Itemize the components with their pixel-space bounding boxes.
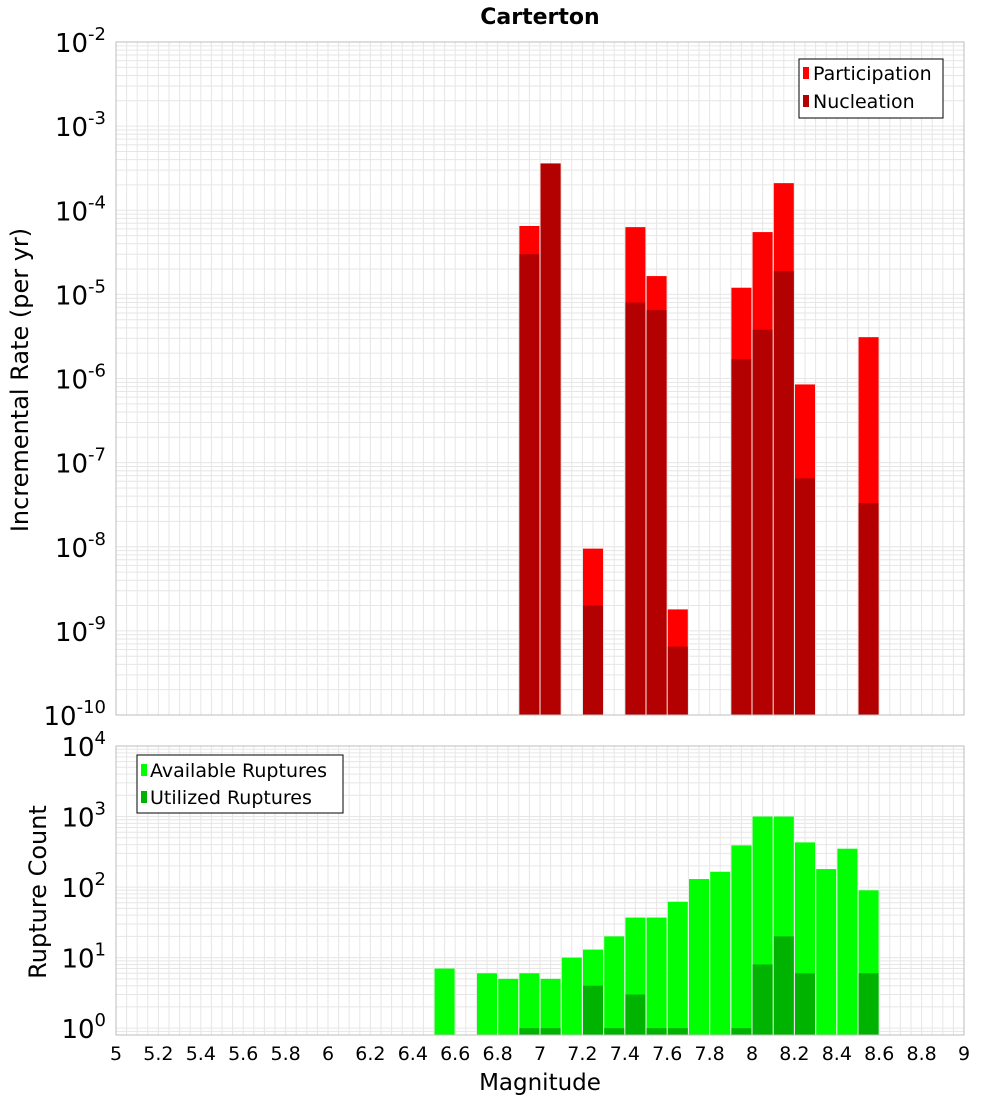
- top-y-ticks: 10-10 10-9 10-8 10-7 10-6 10-5 10-4 10-3 10-2: [44, 24, 107, 732]
- legend-label-nucleation: Nucleation: [813, 91, 915, 113]
- x-tick-label: 5: [110, 1043, 122, 1065]
- x-tick-label: 8.6: [864, 1043, 894, 1065]
- top-y-tick-label: 10-4: [55, 192, 106, 227]
- top-y-tick-label: 10-10: [44, 697, 107, 732]
- legend-swatch-available: [141, 764, 147, 776]
- bottom-bar-utilized-ruptures: [858, 973, 879, 1035]
- x-tick-label: 5.8: [270, 1043, 300, 1065]
- x-tick-label: 8: [746, 1043, 758, 1065]
- bottom-y-tick-label: 100: [61, 1010, 106, 1045]
- bottom-bar-available-ruptures: [434, 968, 455, 1035]
- x-tick-label: 7.2: [567, 1043, 597, 1065]
- x-tick-label: 7.8: [694, 1043, 724, 1065]
- x-tick-label: 8.4: [822, 1043, 852, 1065]
- top-y-tick-label: 10-2: [55, 24, 106, 59]
- bottom-bar-utilized-ruptures: [604, 1028, 625, 1035]
- bottom-bar-available-ruptures: [646, 917, 667, 1035]
- bottom-y-axis-label: Rupture Count: [24, 805, 52, 979]
- bottom-bar-available-ruptures: [837, 848, 858, 1035]
- x-tick-label: 7.6: [652, 1043, 682, 1065]
- bottom-bar-available-ruptures: [540, 978, 561, 1035]
- bottom-bar-utilized-ruptures: [540, 1028, 561, 1035]
- bottom-bar-available-ruptures: [731, 845, 752, 1035]
- bottom-bar-utilized-ruptures: [583, 985, 603, 1035]
- top-bar-nucleation: [795, 478, 815, 715]
- top-legend-box: [798, 58, 944, 119]
- x-tick-label: 8.8: [906, 1043, 936, 1065]
- bottom-bar-utilized-ruptures: [752, 964, 773, 1035]
- top-bars: [519, 163, 879, 716]
- bottom-bar-available-ruptures: [604, 936, 625, 1035]
- bottom-bar-utilized-ruptures: [667, 1028, 688, 1035]
- bottom-bar-available-ruptures: [816, 869, 837, 1035]
- top-y-axis-label: Incremental Rate (per yr): [6, 228, 34, 532]
- bottom-bar-utilized-ruptures: [625, 994, 646, 1035]
- top-legend: Participation Nucleation: [798, 58, 944, 119]
- bottom-bar-utilized-ruptures: [731, 1028, 752, 1035]
- bottom-bars: [434, 816, 879, 1035]
- top-bar-nucleation: [583, 605, 603, 715]
- bottom-bar-utilized-ruptures: [646, 1028, 667, 1035]
- bottom-bar-available-ruptures: [667, 901, 688, 1035]
- x-tick-label: 8.2: [779, 1043, 809, 1065]
- top-bar-nucleation: [731, 359, 752, 715]
- top-bar-nucleation: [752, 329, 773, 715]
- x-ticks: 5 5.2 5.4 5.6 5.8 6 6.2 6.4 6.6 6.8 7 7.2 7.4 7.6 7.8 8…: [110, 1043, 970, 1065]
- bottom-y-tick-label: 104: [61, 728, 106, 763]
- x-tick-label: 7: [534, 1043, 546, 1065]
- x-tick-label: 6.8: [482, 1043, 512, 1065]
- legend-label-utilized: Utilized Ruptures: [150, 787, 312, 809]
- bottom-bar-available-ruptures: [689, 879, 709, 1035]
- x-tick-label: 6.4: [398, 1043, 428, 1065]
- top-y-tick-label: 10-9: [55, 613, 106, 648]
- bottom-y-tick-label: 101: [61, 940, 106, 975]
- bottom-legend-box: [136, 754, 344, 814]
- x-tick-label: 9: [958, 1043, 970, 1065]
- top-y-tick-label: 10-3: [55, 108, 106, 143]
- bottom-y-tick-label: 102: [61, 869, 106, 904]
- bottom-plot-frame: [115, 745, 965, 1036]
- bottom-bar-available-ruptures: [477, 973, 497, 1035]
- top-y-tick-label: 10-7: [55, 445, 106, 480]
- top-bar-nucleation: [540, 163, 561, 715]
- x-tick-label: 6.6: [440, 1043, 470, 1065]
- bottom-bar-available-ruptures: [561, 957, 582, 1035]
- top-plot-frame: [115, 41, 965, 716]
- top-bar-nucleation: [646, 310, 667, 715]
- top-bar-nucleation: [519, 254, 540, 715]
- x-tick-label: 5.4: [186, 1043, 216, 1065]
- x-axis-label: Magnitude: [479, 1070, 601, 1096]
- x-tick-label: 5.2: [143, 1043, 173, 1065]
- x-tick-label: 5.6: [228, 1043, 258, 1065]
- top-bar-nucleation: [773, 270, 794, 715]
- legend-label-participation: Participation: [813, 63, 932, 85]
- x-tick-label: 6: [322, 1043, 334, 1065]
- top-y-tick-label: 10-8: [55, 529, 106, 564]
- legend-label-available: Available Ruptures: [150, 760, 327, 782]
- legend-swatch-utilized: [141, 791, 147, 803]
- top-grid: [115, 41, 965, 716]
- legend-swatch-participation: [803, 67, 809, 79]
- bottom-bar-utilized-ruptures: [773, 936, 794, 1035]
- bottom-bar-available-ruptures: [710, 871, 731, 1035]
- chart-title: Carterton: [480, 5, 599, 30]
- bottom-bar-utilized-ruptures: [519, 1028, 540, 1035]
- bottom-legend: Available Ruptures Utilized Ruptures: [136, 754, 344, 814]
- top-y-tick-label: 10-5: [55, 276, 106, 311]
- bottom-bar-utilized-ruptures: [795, 973, 815, 1035]
- top-bar-nucleation: [625, 302, 646, 715]
- x-tick-label: 7.4: [610, 1043, 640, 1065]
- top-y-tick-label: 10-6: [55, 361, 106, 396]
- top-bar-nucleation: [667, 646, 688, 715]
- x-tick-label: 6.2: [355, 1043, 385, 1065]
- top-bar-nucleation: [858, 503, 879, 715]
- legend-swatch-nucleation: [803, 95, 809, 107]
- bottom-y-tick-label: 103: [61, 799, 106, 834]
- bottom-y-ticks: 100 101 102 103 104: [61, 728, 106, 1045]
- bottom-bar-available-ruptures: [498, 978, 519, 1035]
- bottom-bar-available-ruptures: [519, 973, 540, 1035]
